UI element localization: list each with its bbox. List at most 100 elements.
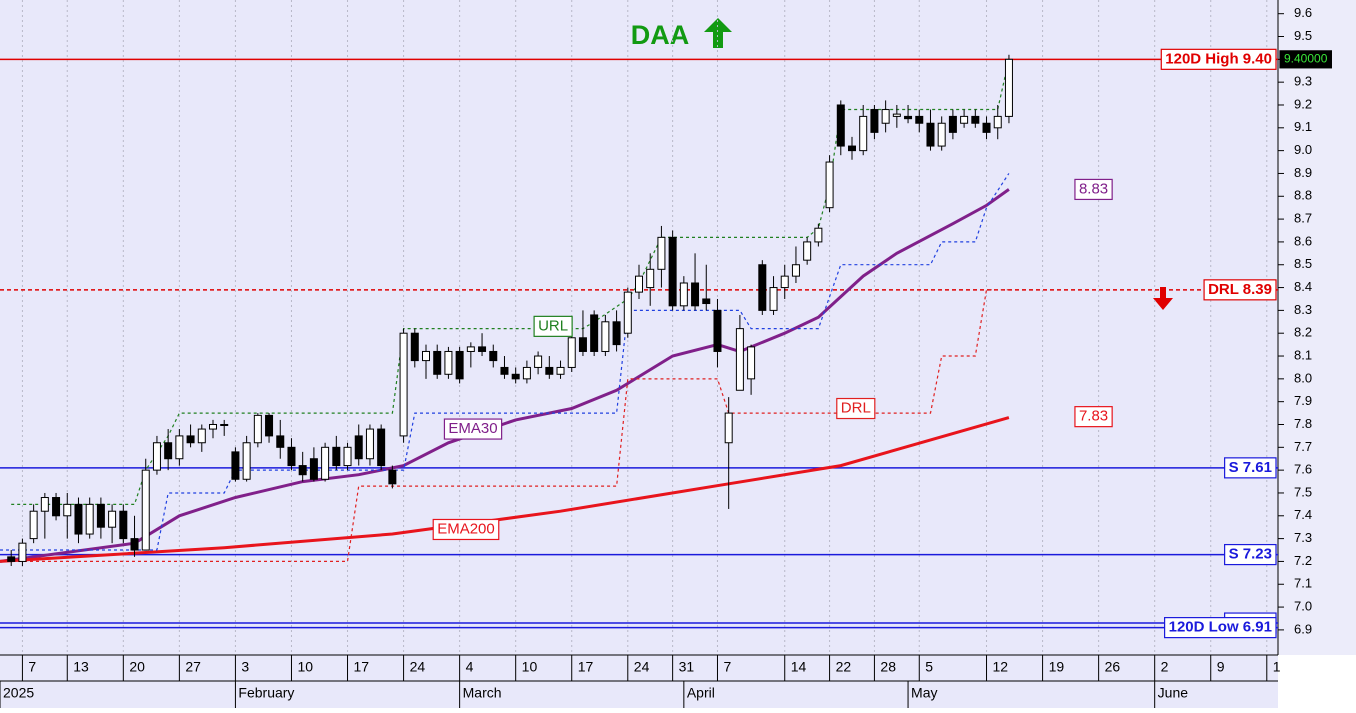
last-price-box [1279,50,1332,69]
x-tick-label: 2 [1161,659,1169,675]
y-tick-label: 7.4 [1294,507,1312,522]
y-tick-label: 8.9 [1294,165,1312,180]
x-tick-label: 3 [241,659,249,675]
candle-body [982,122,991,133]
series-label-box [443,418,503,440]
plot-background [0,0,1278,655]
candle-body [489,350,498,362]
candle-body [388,469,397,485]
month-label: February [238,685,294,701]
x-tick-label: 13 [73,659,89,675]
series-label-text: EMA30 [448,420,497,437]
candle-body [522,366,531,380]
candle-body [343,446,352,467]
candle-body [63,503,72,517]
candle-body [892,113,901,117]
candle-body [747,346,756,380]
series-end-label: 7.83 [1074,406,1113,428]
y-tick-label: 7.8 [1294,416,1312,431]
candle-body [590,314,599,352]
series-label: EMA30 [443,418,503,440]
series-end-label-text: 8.83 [1079,180,1108,197]
x-tick-label: 14 [791,659,807,675]
down-arrow [1153,287,1173,310]
candle-body [276,435,285,448]
level-label: S 7.61 [1224,457,1277,479]
y-tick-label: 6.9 [1294,621,1312,636]
y-tick-label: 7.7 [1294,439,1312,454]
indicator-line [0,416,1010,563]
candle-body [85,503,94,535]
candle-body [724,412,733,444]
y-tick-label: 8.0 [1294,370,1312,385]
candle-body [7,556,16,562]
indicator-line [0,173,1010,551]
candle-body [646,268,655,289]
candle-body [836,104,845,147]
candle-body [791,264,800,277]
indicator-line [0,289,1009,563]
candle-body [948,115,957,133]
y-tick-label: 8.3 [1294,302,1312,317]
x-tick-label: 12 [993,659,1009,675]
candle-body [119,510,128,540]
x-tick-label: 24 [410,659,426,675]
month-label: June [1158,685,1189,701]
candle-body [74,503,83,535]
y-tick-label: 8.1 [1294,347,1312,362]
candle-body [410,332,419,362]
candle-body [52,497,61,517]
level-label-text: 120D Low 6.91 [1169,619,1272,636]
candle-body [814,227,823,243]
x-tick-label: 5 [925,659,933,675]
x-tick-label: 31 [679,659,695,675]
last-price: 9.40000 [1279,50,1332,69]
candle-body [253,414,262,444]
y-tick-label: 7.3 [1294,530,1312,545]
y-tick-label: 7.9 [1294,393,1312,408]
series-label-box [432,518,500,541]
candle-body [601,321,610,352]
series-label-box [836,397,876,420]
candle-body [623,291,632,334]
y-tick-label: 7.2 [1294,553,1312,568]
y-tick-label: 7.6 [1294,462,1312,477]
level-label-box [1164,617,1277,639]
candle-body [298,465,307,476]
x-tick-label: 17 [354,659,370,675]
level-label-box [1203,279,1277,301]
candle-body [926,122,935,147]
candle-body [960,115,969,124]
y-tick-label: 8.7 [1294,211,1312,226]
chart-title: DAA [631,20,690,50]
candle-body [321,446,330,480]
month-label: May [911,685,937,701]
candle-body [769,287,778,311]
candle-body [556,366,565,375]
level-label-text: DRL 8.39 [1208,281,1272,298]
candle-body [657,236,666,270]
candle-body [545,366,554,375]
candle-body [780,275,789,289]
month-label: April [687,685,715,701]
candle-body [915,115,924,124]
candle-body [209,423,217,430]
candle-body [220,423,229,426]
candle-body [612,321,621,346]
series-label: DRL [836,397,876,420]
x-tick-label: 28 [880,659,896,675]
level-label: 120D Low 6.91 [1164,617,1277,639]
candle-body [18,542,27,562]
level-label-text: S 7.61 [1229,459,1272,476]
candle-body [758,264,767,311]
y-tick-label: 9.5 [1294,28,1312,43]
candle-body [937,122,946,147]
month-label: March [463,685,502,701]
x-tick-label: 4 [466,659,474,675]
candle-body [287,446,296,467]
series-label-text: DRL [841,399,871,416]
candle-body [377,428,386,467]
candle-body [534,355,543,368]
candle-body [96,503,105,528]
